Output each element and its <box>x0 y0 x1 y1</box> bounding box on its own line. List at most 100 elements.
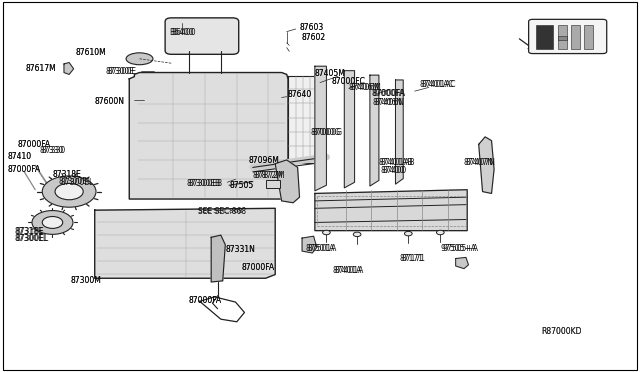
Text: 87600N: 87600N <box>95 97 125 106</box>
Text: 87603: 87603 <box>300 23 324 32</box>
Text: 87405M: 87405M <box>315 69 346 78</box>
Text: 87300E: 87300E <box>106 67 134 76</box>
Text: 87171: 87171 <box>402 254 426 263</box>
Text: 87406N: 87406N <box>374 98 404 107</box>
Text: 87602: 87602 <box>301 33 326 42</box>
Circle shape <box>42 176 96 207</box>
Text: 87300EL: 87300EL <box>14 234 47 243</box>
Polygon shape <box>396 80 403 184</box>
Text: 87600N: 87600N <box>95 97 125 106</box>
Text: 87401A: 87401A <box>333 266 362 275</box>
FancyBboxPatch shape <box>529 19 607 54</box>
Bar <box>558 25 567 49</box>
Text: 87300M: 87300M <box>70 276 101 285</box>
Polygon shape <box>456 257 468 269</box>
Circle shape <box>323 230 330 235</box>
Text: 87000FA: 87000FA <box>8 165 41 174</box>
Polygon shape <box>288 76 315 163</box>
Polygon shape <box>64 62 74 74</box>
Circle shape <box>55 183 83 200</box>
Text: 87401AC: 87401AC <box>419 80 454 89</box>
Text: 87610M: 87610M <box>76 48 106 57</box>
Text: 87300E: 87300E <box>108 67 136 76</box>
Text: 87400: 87400 <box>381 166 405 175</box>
Circle shape <box>32 211 73 234</box>
Text: 87330: 87330 <box>42 146 66 155</box>
Polygon shape <box>95 208 275 278</box>
Polygon shape <box>275 160 300 203</box>
Text: 87300EL: 87300EL <box>59 177 92 186</box>
Text: 87000FA: 87000FA <box>189 296 222 305</box>
Text: 87300EL: 87300EL <box>16 234 49 243</box>
Text: SEE SEC.868: SEE SEC.868 <box>198 207 246 216</box>
Polygon shape <box>129 73 288 199</box>
Text: 87610M: 87610M <box>76 48 106 57</box>
Text: 87318E: 87318E <box>52 170 81 179</box>
Text: 87401A: 87401A <box>334 266 364 275</box>
Text: 87501A: 87501A <box>307 244 337 253</box>
Text: 87096M: 87096M <box>248 156 279 165</box>
Bar <box>584 25 593 49</box>
Text: 87640: 87640 <box>288 90 312 99</box>
Text: 97505+A: 97505+A <box>443 244 479 253</box>
Text: 87300EL: 87300EL <box>61 178 94 187</box>
Text: 87405M: 87405M <box>315 69 346 78</box>
Polygon shape <box>370 75 379 186</box>
Text: B6400: B6400 <box>172 28 196 37</box>
Text: 87000G: 87000G <box>312 128 342 137</box>
Text: 87401AB: 87401AB <box>379 158 413 167</box>
Text: 87602: 87602 <box>301 33 326 42</box>
Text: 87318E: 87318E <box>16 227 45 236</box>
Polygon shape <box>211 235 225 282</box>
Text: 87617M: 87617M <box>26 64 56 73</box>
Text: 87872M: 87872M <box>255 171 285 180</box>
Text: 87000FA: 87000FA <box>18 140 51 149</box>
Text: 87000G: 87000G <box>310 128 340 137</box>
Text: 87401AB: 87401AB <box>381 158 415 167</box>
Polygon shape <box>302 236 317 253</box>
Text: 97505+A: 97505+A <box>440 244 476 253</box>
Text: 87603: 87603 <box>300 23 324 32</box>
Text: 87410: 87410 <box>8 153 32 161</box>
Circle shape <box>353 232 361 237</box>
Text: 87318E: 87318E <box>52 170 81 179</box>
Text: 87617M: 87617M <box>26 64 56 73</box>
Text: 87872M: 87872M <box>253 171 284 180</box>
Bar <box>571 25 580 49</box>
Text: 87000FA: 87000FA <box>242 263 275 272</box>
Text: 87400: 87400 <box>383 166 407 175</box>
Text: 87406M: 87406M <box>349 83 380 92</box>
Text: 87410: 87410 <box>8 153 32 161</box>
Text: 87000FA: 87000FA <box>371 89 404 98</box>
Text: 87171: 87171 <box>400 254 424 263</box>
Text: 87401AC: 87401AC <box>421 80 456 89</box>
Polygon shape <box>315 66 326 191</box>
Circle shape <box>404 231 412 236</box>
Text: 87000FA: 87000FA <box>372 89 406 98</box>
Text: 87406N: 87406N <box>372 98 403 107</box>
Text: 87406M: 87406M <box>351 83 381 92</box>
Text: 87000FC: 87000FC <box>332 77 365 86</box>
Text: 87501A: 87501A <box>306 244 335 253</box>
Text: R87000KD: R87000KD <box>541 327 581 336</box>
Text: B6400: B6400 <box>170 28 194 37</box>
Text: SEE SEC.868: SEE SEC.868 <box>198 208 243 214</box>
Text: 87000FC: 87000FC <box>332 77 365 86</box>
Text: R87000KD: R87000KD <box>541 327 581 336</box>
Text: 87000FA: 87000FA <box>242 263 275 272</box>
Text: 87300EB: 87300EB <box>187 179 221 187</box>
Text: 87331N: 87331N <box>225 246 255 254</box>
Text: 87505: 87505 <box>229 181 253 190</box>
Polygon shape <box>479 137 494 193</box>
Text: 87407N: 87407N <box>464 158 494 167</box>
Text: 87640: 87640 <box>288 90 312 99</box>
Bar <box>536 25 553 49</box>
Text: 87407N: 87407N <box>466 158 496 167</box>
Text: 87096M: 87096M <box>248 156 279 165</box>
Text: 87300EB: 87300EB <box>189 179 223 187</box>
Bar <box>558 36 567 40</box>
Polygon shape <box>344 71 355 188</box>
Bar <box>266 180 280 188</box>
Ellipse shape <box>126 53 153 65</box>
Text: 87000FA: 87000FA <box>189 296 222 305</box>
